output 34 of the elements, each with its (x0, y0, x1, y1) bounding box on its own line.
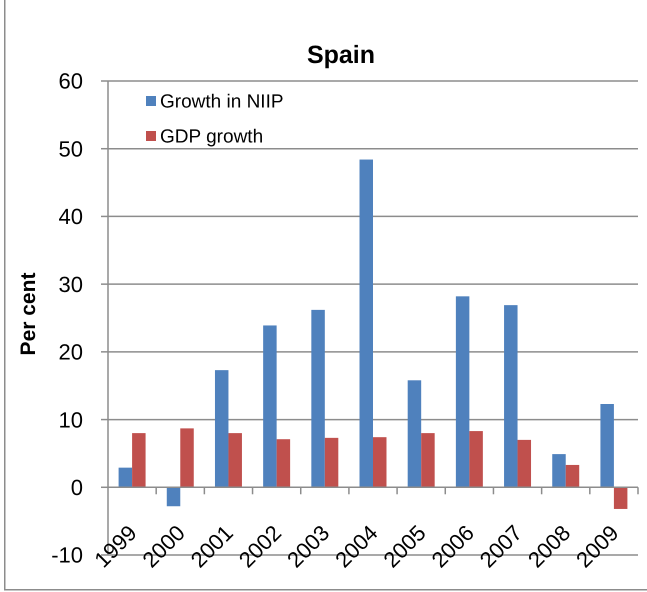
bar (504, 305, 518, 488)
bar (311, 310, 325, 488)
bar (166, 487, 180, 506)
bar (360, 160, 373, 488)
bar (421, 433, 435, 488)
bar (228, 433, 242, 488)
y-tick-label: 60 (58, 68, 83, 94)
bar (469, 431, 483, 488)
y-tick-label: 30 (58, 272, 83, 297)
y-tick-label: -10 (51, 542, 83, 568)
bar (118, 468, 132, 488)
bar (600, 404, 614, 488)
bar (324, 438, 338, 488)
bar (132, 433, 146, 488)
bar (263, 325, 277, 488)
bar (373, 437, 386, 488)
bar (180, 428, 194, 488)
bar (566, 464, 580, 488)
y-tick-label: 10 (58, 407, 83, 432)
legend-label: GDP growth (160, 126, 264, 148)
bar (408, 380, 422, 488)
bar (614, 487, 628, 509)
bar (276, 439, 290, 488)
bar (552, 454, 566, 488)
y-tick-label: 40 (58, 204, 83, 230)
y-tick-label: 0 (70, 474, 83, 500)
y-axis-title: Per cent (17, 272, 40, 356)
bar (214, 370, 228, 488)
legend-label: Growth in NIIP (160, 92, 284, 113)
y-tick-label: 20 (58, 340, 83, 365)
bar (518, 440, 532, 488)
chart-title: Spain (306, 41, 376, 69)
bar (456, 296, 470, 488)
y-tick-label: 50 (58, 136, 83, 162)
